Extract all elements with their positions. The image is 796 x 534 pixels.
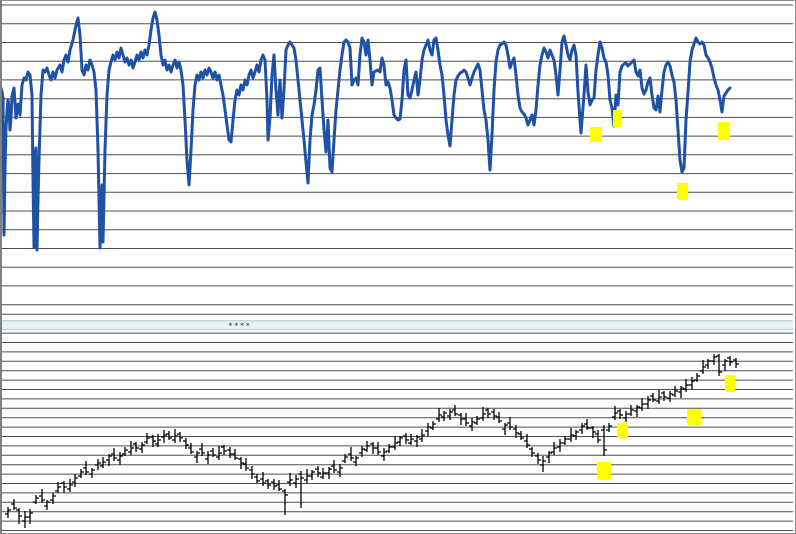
band-annotation: **** — [228, 321, 251, 330]
gridlines-bottom-panel — [2, 313, 793, 531]
highlight-box — [687, 409, 701, 425]
indicator-line — [0, 10, 732, 252]
gridlines-top-panel — [2, 4, 793, 306]
ohlc-bar-path — [5, 354, 739, 528]
highlight-box — [590, 127, 602, 142]
highlight-box — [617, 423, 628, 438]
highlight-boxes — [590, 110, 735, 480]
highlight-box — [677, 183, 688, 200]
price-ohlc-bars — [5, 354, 739, 528]
separator-band — [2, 320, 793, 331]
highlight-box — [718, 122, 730, 140]
separator-band-fill — [2, 320, 793, 330]
highlight-box — [597, 462, 611, 480]
highlight-box — [613, 110, 622, 127]
highlight-box — [725, 375, 735, 392]
